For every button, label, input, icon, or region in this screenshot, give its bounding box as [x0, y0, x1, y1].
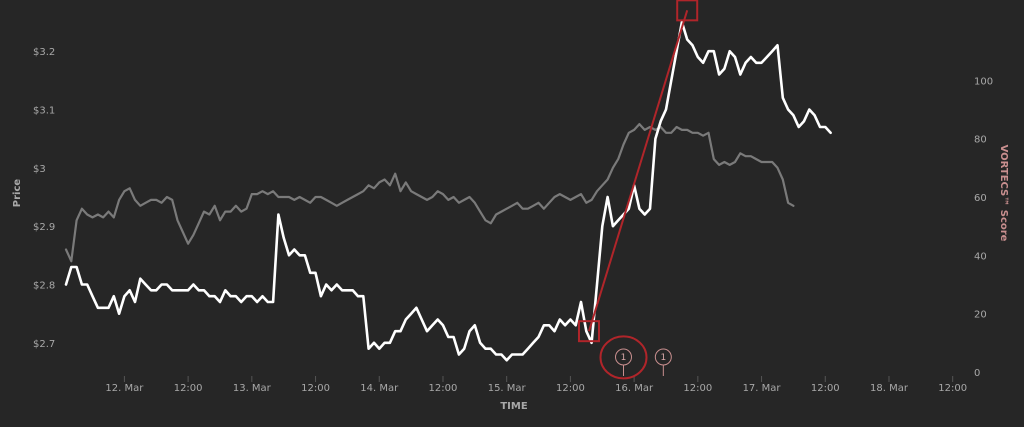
trend-arrow-line: [588, 10, 689, 332]
x-tick-label: 12:00: [556, 383, 585, 394]
y-right-tick-label: 20: [974, 310, 987, 321]
x-tick-label: 18. Mar: [870, 383, 909, 394]
y-right-tick-label: 60: [974, 193, 987, 204]
x-tick-label: 12. Mar: [105, 383, 144, 394]
x-tick-label: 17. Mar: [743, 383, 782, 394]
x-tick-label: 13. Mar: [233, 383, 272, 394]
x-tick-label: 12:00: [174, 383, 203, 394]
event-flag: [615, 348, 632, 366]
y-right-tick-label: 0: [974, 368, 980, 379]
series-layer: [64, 20, 832, 362]
x-tick-label: 12:00: [938, 383, 967, 394]
vortecs-score-line: [64, 123, 795, 263]
x-tick-label: 15. Mar: [488, 383, 527, 394]
y-axis-left-title: Price: [12, 179, 23, 208]
axes: 12. Mar 12:00 13. Mar 12:00 14. Mar 12:00 15. …: [33, 47, 993, 394]
y-left-tick-label: $2.7: [33, 339, 55, 350]
x-tick-label: 12:00: [301, 383, 330, 394]
y-left-tick-label: $3: [33, 164, 46, 175]
y-right-tick-label: 80: [974, 135, 987, 146]
x-axis-title: TIME: [500, 401, 527, 412]
price-line: [64, 20, 832, 362]
highlight-box: [676, 0, 699, 22]
x-tick-label: 12:00: [811, 383, 840, 394]
x-tick-label: 14. Mar: [360, 383, 399, 394]
y-left-tick-label: $3.1: [33, 106, 55, 117]
event-flag-label: 1: [660, 353, 666, 363]
y-left-tick-label: $2.8: [33, 281, 55, 292]
y-right-tick-label: 40: [974, 251, 987, 262]
x-tick-label: 16. Mar: [615, 383, 654, 394]
y-axis-right-title: VORTECS™ Score: [998, 145, 1009, 242]
event-flag-label: 1: [621, 353, 627, 363]
highlight-circle: [599, 335, 648, 380]
x-tick-label: 12:00: [683, 383, 712, 394]
y-left-tick-label: $3.2: [33, 47, 55, 58]
event-flag: [654, 348, 672, 366]
x-tick-label: 12:00: [429, 383, 458, 394]
y-left-tick-label: $2.9: [33, 222, 55, 233]
highlight-box: [577, 320, 600, 343]
y-right-tick-label: 100: [974, 76, 993, 87]
